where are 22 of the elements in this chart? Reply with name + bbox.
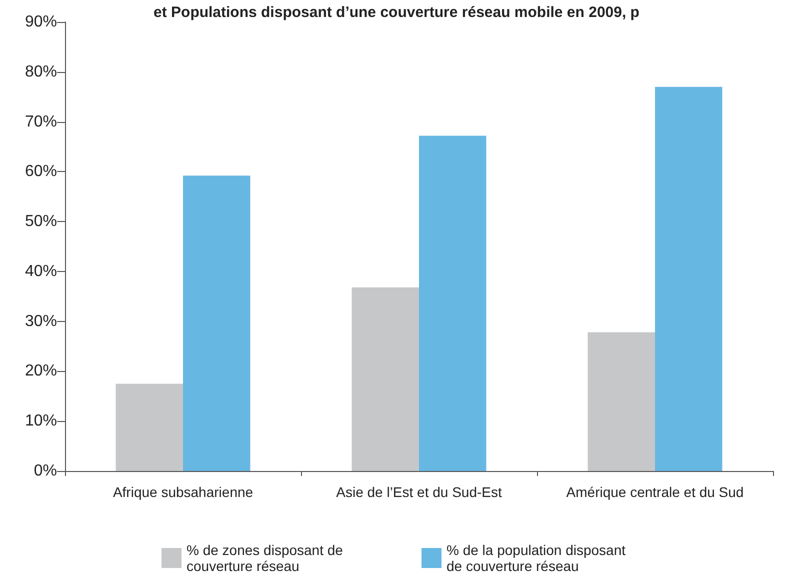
x-tick-label: Afrique subsaharienne <box>112 484 254 500</box>
bar <box>116 384 183 471</box>
legend-label: % de zones disposant de couverture réseau <box>186 542 347 574</box>
y-tick-label: 40% <box>24 262 57 280</box>
y-tick-label: 60% <box>24 163 57 180</box>
y-tick-label: 30% <box>24 312 57 330</box>
bar <box>655 86 722 471</box>
y-tick-label: 10% <box>24 412 57 430</box>
legend-label: % de la population disposant de couverture réseau <box>446 542 630 574</box>
bar <box>588 332 655 471</box>
x-tick-label: Asie de l’Est et du Sud-Est <box>336 484 502 500</box>
y-tick-label: 90% <box>24 14 57 30</box>
bar <box>352 287 419 471</box>
y-tick-label: 50% <box>24 213 57 230</box>
chart-title: et Populations disposant d’une couverture réseau mobile en 2009, p <box>154 4 640 21</box>
y-tick-label: 80% <box>24 63 57 80</box>
y-tick-label: 0% <box>34 462 57 480</box>
x-tick-label: Amérique centrale et du Sud <box>566 484 744 500</box>
y-tick-label: 70% <box>24 113 57 130</box>
bar <box>419 136 486 471</box>
y-tick-label: 20% <box>24 362 57 380</box>
bar <box>183 176 250 471</box>
